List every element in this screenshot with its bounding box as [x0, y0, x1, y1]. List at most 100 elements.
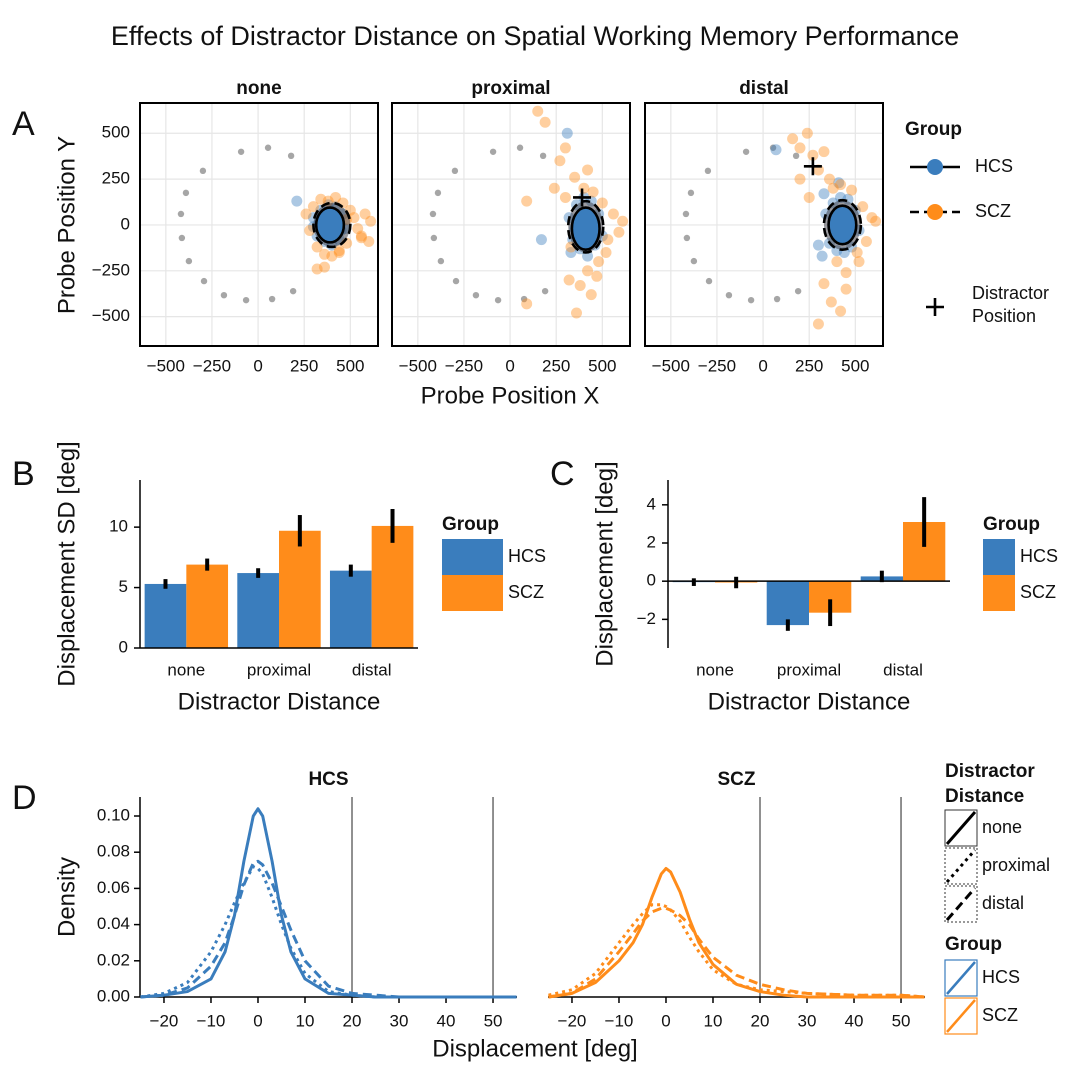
- target-point: [220, 291, 228, 299]
- x-tick-label: 0: [505, 356, 514, 375]
- data-point: [833, 177, 845, 189]
- data-point: [816, 250, 828, 262]
- data-point: [835, 305, 847, 317]
- x-axis-label: Distractor Distance: [708, 688, 911, 715]
- data-point: [803, 191, 815, 203]
- x-axis-label: Probe Position X: [421, 382, 600, 409]
- distractor-marker: [803, 157, 822, 176]
- x-tick-label: 500: [841, 356, 869, 375]
- x-tick-label: −500: [652, 356, 690, 375]
- target-point: [725, 291, 733, 299]
- target-point: [742, 148, 750, 155]
- legend-label: HCS: [508, 546, 546, 566]
- target-point: [434, 189, 442, 197]
- y-tick-label: 0.06: [97, 878, 130, 897]
- x-tick-label: none: [167, 660, 205, 679]
- data-point: [521, 195, 533, 207]
- x-tick-label: −500: [147, 356, 185, 375]
- data-point: [853, 256, 865, 268]
- x-tick-label: none: [696, 660, 734, 679]
- x-tick-label: 0: [253, 1011, 262, 1030]
- x-tick-label: 30: [390, 1011, 409, 1030]
- legend-swatch: [944, 959, 978, 997]
- target-point: [747, 296, 755, 304]
- x-tick-label: proximal: [777, 660, 841, 679]
- x-tick-label: −500: [399, 356, 437, 375]
- bar: [237, 573, 279, 648]
- data-point: [355, 230, 367, 242]
- data-point: [835, 179, 847, 191]
- target-point: [437, 257, 445, 265]
- x-tick-label: −250: [698, 356, 736, 375]
- data-point: [596, 197, 608, 209]
- target-point: [289, 287, 297, 295]
- x-tick-label: 10: [296, 1011, 315, 1030]
- legend-marker: [927, 204, 943, 220]
- y-tick-label: 0.08: [97, 842, 130, 861]
- target-point: [451, 167, 459, 175]
- x-tick-label: −250: [193, 356, 231, 375]
- target-point: [494, 296, 502, 304]
- y-tick-label: 0: [121, 214, 130, 233]
- y-axis-label: Density: [53, 857, 80, 937]
- target-point: [769, 144, 777, 151]
- y-tick-label: 0: [119, 637, 128, 656]
- target-point: [287, 152, 295, 160]
- y-axis-label: Probe Position Y: [53, 136, 80, 314]
- data-point: [593, 256, 605, 268]
- x-tick-label: 0: [661, 1011, 670, 1030]
- data-point: [300, 208, 312, 220]
- x-axis-label: Displacement [deg]: [432, 1035, 637, 1062]
- data-point: [801, 127, 813, 139]
- y-tick-label: −500: [92, 306, 130, 325]
- x-tick-label: distal: [883, 660, 923, 679]
- panel-letter: A: [12, 105, 35, 143]
- legend-swatch: [983, 575, 1015, 611]
- data-point: [860, 235, 872, 247]
- y-tick-label: 250: [102, 169, 130, 188]
- y-tick-label: 2: [647, 532, 656, 551]
- legend-swatch: [944, 847, 978, 885]
- data-point: [840, 267, 852, 279]
- x-tick-label: 50: [484, 1011, 503, 1030]
- facet-border: [391, 102, 631, 347]
- data-point: [870, 215, 882, 227]
- density-line: [140, 865, 517, 999]
- distractor-marker: [573, 188, 592, 207]
- y-tick-label: −2: [637, 609, 656, 628]
- data-point: [600, 246, 612, 258]
- data-point: [866, 212, 878, 224]
- data-point: [291, 195, 303, 207]
- legend-marker: [927, 159, 943, 175]
- data-point: [355, 232, 367, 244]
- target-point: [794, 287, 802, 295]
- bar: [329, 570, 372, 648]
- data-point: [561, 127, 573, 139]
- legend-label: SCZ: [982, 1005, 1018, 1025]
- target-point: [682, 210, 690, 218]
- data-point: [818, 146, 830, 158]
- data-point: [851, 246, 863, 258]
- figure-title: Effects of Distractor Distance on Spatia…: [111, 21, 959, 51]
- legend-distractor-marker: [926, 298, 944, 316]
- data-point: [823, 173, 835, 185]
- x-tick-label: 500: [336, 356, 364, 375]
- facet-title: proximal: [471, 78, 550, 99]
- legend-swatch: [944, 809, 978, 847]
- bar: [279, 530, 321, 648]
- x-tick-label: proximal: [247, 660, 311, 679]
- data-point: [602, 234, 614, 246]
- data-point: [818, 188, 830, 200]
- target-point: [541, 287, 549, 295]
- target-point: [539, 152, 547, 160]
- legend-line: [945, 849, 977, 883]
- data-point: [607, 208, 619, 220]
- data-point: [565, 246, 577, 258]
- x-tick-label: 0: [758, 356, 767, 375]
- confidence-ellipse: [570, 206, 601, 252]
- x-tick-label: 40: [437, 1011, 456, 1030]
- data-point: [311, 241, 323, 253]
- data-point: [548, 182, 560, 194]
- data-point: [840, 283, 852, 295]
